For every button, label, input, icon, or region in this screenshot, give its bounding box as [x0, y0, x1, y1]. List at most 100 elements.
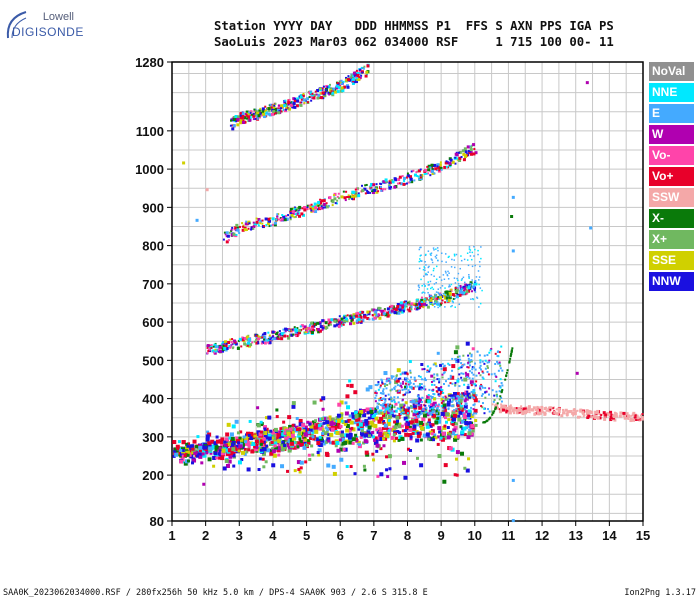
echo-point — [390, 304, 394, 308]
echo-point — [238, 232, 241, 235]
echo-point — [403, 304, 407, 308]
echo-point — [323, 431, 328, 436]
echo-point — [210, 439, 215, 444]
echo-point — [308, 204, 311, 207]
echo-point — [402, 393, 405, 396]
echo-point — [603, 417, 607, 421]
echo-point — [430, 395, 434, 399]
echo-point — [225, 342, 228, 345]
echo-point — [370, 188, 373, 191]
echo-point — [192, 439, 197, 444]
echo-point — [379, 307, 382, 310]
echo-point — [436, 378, 439, 381]
echo-point — [574, 410, 577, 413]
echo-point — [345, 84, 349, 88]
echo-point — [361, 409, 366, 414]
echo-point — [395, 380, 398, 383]
echo-point — [636, 414, 639, 417]
echo-point — [317, 453, 321, 457]
echo-point — [372, 183, 375, 186]
echo-point — [317, 330, 321, 334]
echo-point — [251, 441, 256, 446]
echo-point — [271, 449, 276, 454]
echo-point — [319, 201, 323, 205]
logo-text-top: Lowell — [42, 11, 74, 23]
header-line-2: SaoLuis 2023 Mar03 062 034000 RSF 1 715 … — [214, 35, 614, 49]
echo-point — [412, 400, 415, 403]
echo-point — [424, 168, 428, 172]
echo-point — [287, 448, 292, 453]
echo-point — [302, 98, 306, 102]
echo-point — [427, 284, 430, 286]
echo-point — [410, 302, 414, 306]
echo-point — [470, 353, 473, 356]
echo-point — [429, 395, 432, 398]
echo-point — [473, 283, 476, 286]
echo-point — [524, 410, 528, 414]
echo-point — [432, 392, 435, 395]
echo-point — [403, 302, 407, 306]
echo-point — [232, 115, 236, 119]
echo-point — [448, 291, 452, 295]
echo-point — [439, 305, 441, 308]
echo-point — [329, 321, 332, 324]
echo-point — [457, 283, 460, 285]
echo-point — [225, 432, 230, 437]
echo-point — [416, 175, 419, 178]
echo-point — [410, 180, 414, 184]
echo-point — [407, 389, 410, 392]
echo-point — [305, 329, 308, 332]
echo-point — [389, 381, 392, 384]
echo-point — [467, 264, 470, 267]
echo-point — [416, 433, 421, 438]
echo-point — [425, 424, 430, 429]
echo-point — [423, 275, 425, 277]
echo-point — [387, 409, 390, 412]
echo-point — [237, 460, 242, 465]
echo-point — [465, 341, 470, 346]
echo-point — [347, 75, 350, 78]
echo-point — [228, 345, 231, 348]
echo-point — [402, 382, 405, 385]
echo-point — [540, 409, 544, 413]
echo-point — [426, 369, 429, 372]
echo-point — [453, 253, 456, 256]
echo-point — [228, 454, 233, 459]
echo-point — [248, 115, 252, 119]
echo-point — [319, 438, 324, 443]
echo-point — [208, 344, 211, 347]
echo-point — [460, 287, 463, 290]
echo-point — [292, 97, 295, 100]
echo-point — [345, 190, 348, 193]
echo-point — [423, 266, 425, 268]
echo-point — [419, 438, 423, 442]
echo-point — [410, 170, 413, 173]
echo-point — [451, 304, 453, 307]
echo-point — [172, 440, 177, 445]
echo-point — [562, 411, 566, 415]
echo-point — [408, 425, 412, 429]
echo-point — [297, 331, 301, 335]
echo-point — [473, 398, 478, 403]
echo-point — [335, 441, 340, 446]
echo-point — [391, 376, 394, 379]
echo-point — [336, 90, 340, 94]
echo-point — [453, 277, 456, 279]
echo-point — [457, 272, 460, 275]
echo-point — [425, 301, 427, 303]
echo-point — [417, 175, 420, 178]
echo-point — [286, 335, 289, 338]
echo-point — [494, 363, 497, 366]
echo-point — [275, 332, 279, 336]
echo-point — [272, 110, 276, 114]
echo-point — [438, 295, 442, 299]
echo-point — [261, 457, 265, 461]
echo-point — [287, 336, 291, 340]
echo-point — [469, 380, 474, 385]
echo-point — [301, 94, 305, 98]
echo-point — [469, 255, 472, 257]
echo-point — [373, 188, 377, 192]
echo-point — [309, 93, 312, 96]
echo-point — [345, 394, 350, 399]
echo-point — [309, 206, 313, 210]
